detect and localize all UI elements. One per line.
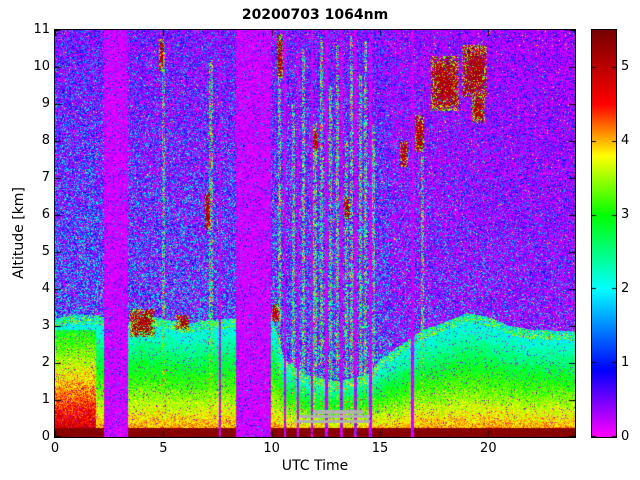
colorbar-canvas bbox=[592, 30, 616, 437]
y-tick-label: 10 bbox=[33, 59, 50, 74]
x-tick-label: 0 bbox=[50, 441, 60, 456]
y-tick-label: 5 bbox=[41, 244, 50, 259]
x-tick-label: 20 bbox=[480, 441, 497, 456]
chart-title: 20200703 1064nm bbox=[241, 7, 389, 23]
y-tick-label: 1 bbox=[41, 392, 50, 407]
colorbar bbox=[591, 29, 617, 438]
y-tick-label: 9 bbox=[41, 96, 50, 111]
y-tick-label: 3 bbox=[41, 318, 50, 333]
x-tick-label: 10 bbox=[263, 441, 280, 456]
y-tick-label: 11 bbox=[33, 22, 50, 37]
y-tick-label: 8 bbox=[41, 133, 50, 148]
y-tick-label: 0 bbox=[41, 429, 50, 444]
colorbar-tick-label: 4 bbox=[621, 133, 630, 148]
colorbar-tick-label: 1 bbox=[621, 355, 630, 370]
y-tick-label: 4 bbox=[41, 281, 50, 296]
x-axis-label: UTC Time bbox=[281, 458, 349, 474]
plot-area bbox=[54, 29, 576, 438]
heatmap-canvas bbox=[55, 30, 575, 437]
y-tick-label: 7 bbox=[41, 170, 50, 185]
colorbar-tick-label: 2 bbox=[621, 281, 630, 296]
x-tick-label: 5 bbox=[159, 441, 168, 456]
y-tick-label: 6 bbox=[41, 207, 50, 222]
colorbar-tick-label: 5 bbox=[621, 59, 630, 74]
y-tick-label: 2 bbox=[41, 355, 50, 370]
colorbar-tick-label: 0 bbox=[621, 429, 630, 444]
y-axis-label: Altitude [km] bbox=[11, 187, 27, 279]
colorbar-tick-label: 3 bbox=[621, 207, 630, 222]
x-tick-label: 15 bbox=[371, 441, 389, 456]
